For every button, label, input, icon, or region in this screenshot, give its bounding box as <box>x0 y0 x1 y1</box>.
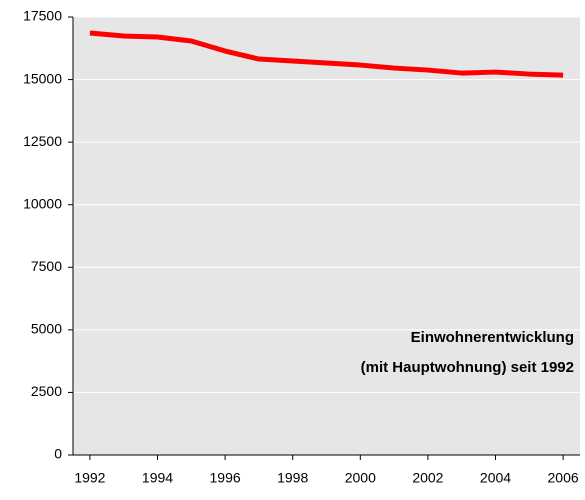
y-tick-label: 15000 <box>23 70 62 86</box>
chart-subtitle: (mit Hauptwohnung) seit 1992 <box>361 359 574 376</box>
x-tick-label: 1992 <box>74 470 105 486</box>
y-tick-label: 0 <box>54 446 62 462</box>
plot-area <box>73 17 580 455</box>
x-tick-label: 1998 <box>277 470 308 486</box>
y-tick-label: 12500 <box>23 133 62 149</box>
x-tick-label: 1994 <box>142 470 173 486</box>
x-tick-label: 2004 <box>480 470 511 486</box>
y-tick-label: 2500 <box>31 383 62 399</box>
data-line <box>89 30 564 78</box>
x-tick-label: 2000 <box>345 470 376 486</box>
y-tick-label: 7500 <box>31 258 62 274</box>
x-tick-label: 2006 <box>548 470 579 486</box>
x-tick-label: 2002 <box>412 470 443 486</box>
x-tick-label: 1996 <box>210 470 241 486</box>
y-tick-label: 5000 <box>31 321 62 337</box>
y-tick-label: 10000 <box>23 195 62 211</box>
y-tick-label: 17500 <box>23 8 62 24</box>
chart-title: Einwohnerentwicklung <box>411 329 574 346</box>
